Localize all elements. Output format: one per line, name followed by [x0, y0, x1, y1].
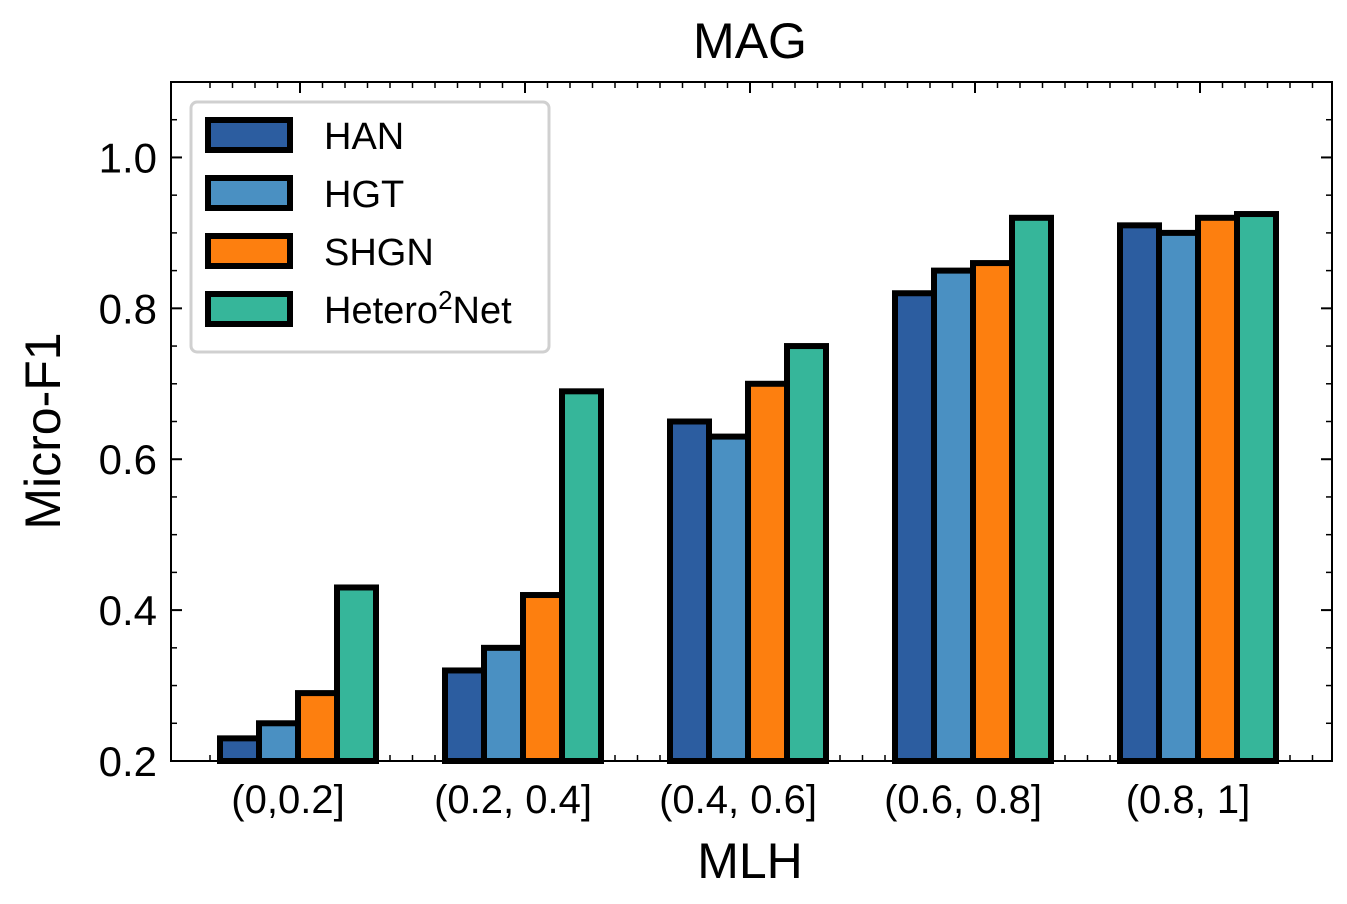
y-tick-label: 0.2 — [99, 738, 157, 785]
y-axis-label: Micro-F1 — [15, 332, 71, 529]
bar-hetero2net-0 — [334, 584, 379, 764]
legend-label-shgn: SHGN — [324, 232, 434, 274]
legend-label-han: HAN — [324, 116, 404, 158]
legend-swatch-han — [205, 117, 293, 153]
bar-shgn-0 — [295, 690, 340, 764]
x-tick-label: (0.4, 0.6] — [659, 778, 817, 822]
y-tick-label: 0.6 — [99, 436, 157, 483]
y-tick-label: 1.0 — [99, 134, 157, 181]
bar-hetero2net-4 — [1234, 211, 1279, 764]
legend-swatch-hgt — [205, 175, 293, 211]
bar-shgn-2 — [745, 380, 790, 764]
bar-han-0 — [217, 735, 262, 764]
bar-shgn-1 — [520, 592, 565, 764]
plot-frame — [170, 81, 1333, 762]
legend-swatch-shgn — [205, 233, 293, 269]
legend-label-hgt: HGT — [324, 174, 404, 216]
x-tick-label: (0.8, 1] — [1126, 778, 1251, 822]
bar-hgt-4 — [1156, 229, 1201, 764]
x-tick-label: (0.2, 0.4] — [434, 778, 592, 822]
x-tick-label: (0,0.2] — [231, 778, 344, 822]
x-tick-label: (0.6, 0.8] — [884, 778, 1042, 822]
bar-shgn-4 — [1195, 214, 1240, 765]
legend-label-hetero2net: Hetero2Net — [324, 285, 512, 332]
chart-title: MAG — [693, 13, 807, 69]
bar-hetero2net-1 — [559, 388, 604, 764]
bar-han-1 — [442, 667, 487, 765]
legend: HAN HGT SHGN Hetero2Net — [189, 100, 551, 354]
bar-hgt-1 — [481, 644, 526, 764]
legend-swatch-hetero2net — [205, 291, 293, 327]
bar-shgn-3 — [970, 260, 1015, 764]
bar-han-2 — [667, 418, 712, 764]
y-tick-label: 0.4 — [99, 587, 157, 634]
y-tick-label: 0.8 — [99, 285, 157, 332]
bar-han-4 — [1117, 222, 1162, 765]
x-axis-label: MLH — [697, 833, 803, 889]
bar-hgt-3 — [931, 267, 976, 764]
bar-hgt-0 — [256, 720, 301, 764]
legend-box — [189, 100, 551, 354]
bar-hgt-2 — [706, 433, 751, 764]
bar-hetero2net-2 — [784, 343, 829, 764]
bar-hetero2net-3 — [1009, 214, 1054, 765]
bar-han-3 — [892, 290, 937, 764]
